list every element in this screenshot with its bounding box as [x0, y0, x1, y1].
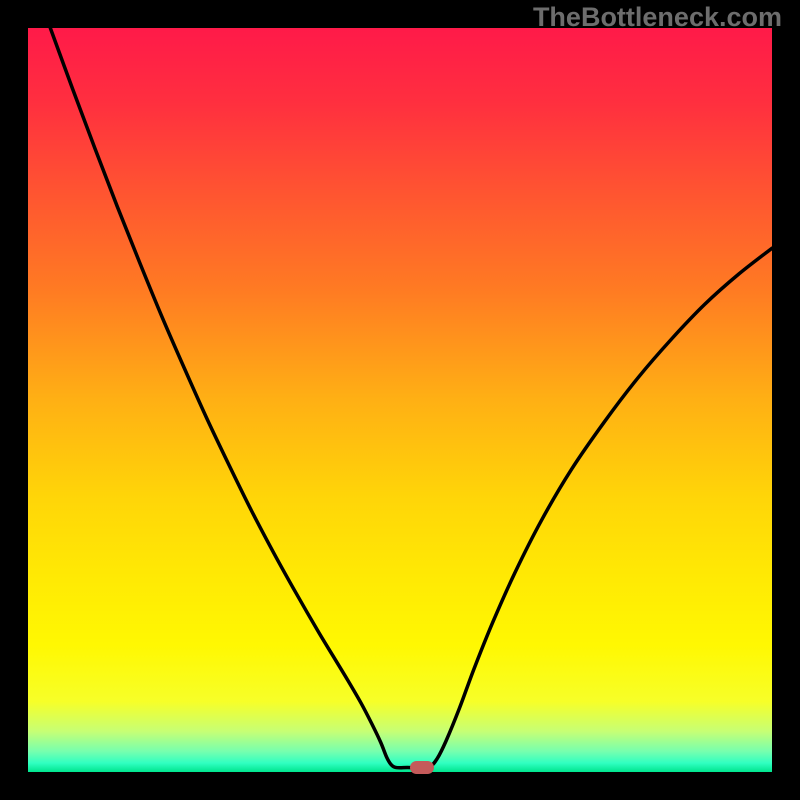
bottleneck-curve [0, 0, 800, 800]
optimal-point-marker [410, 761, 434, 774]
chart-container: TheBottleneck.com [0, 0, 800, 800]
